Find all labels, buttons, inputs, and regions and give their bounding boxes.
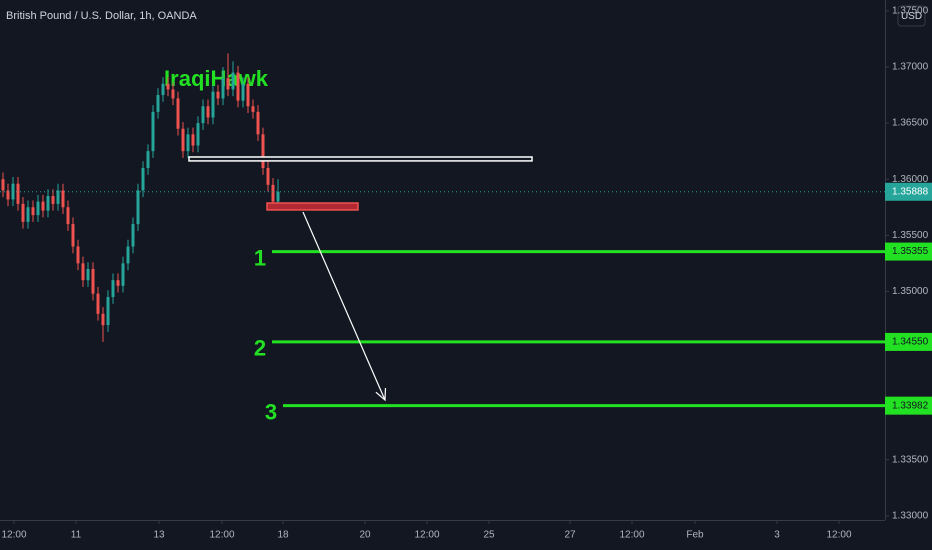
x-tick-label: 12:00 [619,530,644,541]
x-tick-label: 27 [564,530,576,541]
target-price-box [885,242,932,261]
candle-body [131,224,135,247]
x-tick-label: 12:00 [1,530,26,541]
y-tick-label: 1.37500 [892,6,929,17]
x-tick-label: 12:00 [414,530,439,541]
candle-body [41,201,45,211]
chart-title: British Pound / U.S. Dollar, 1h, OANDA [6,10,197,22]
y-tick-label: 1.36000 [892,174,929,185]
candle-body [51,196,55,204]
candle-body [226,78,230,90]
x-tick-label: Feb [686,530,704,541]
candle-body [86,268,90,281]
x-tick-label: 12:00 [826,530,851,541]
x-tick-label: 12:00 [209,530,234,541]
y-tick-label: 1.36500 [892,118,929,129]
x-tick-label: 3 [774,530,780,541]
candle-body [221,78,225,99]
y-tick-label: 1.35000 [892,286,929,297]
candle-body [66,207,70,225]
x-tick-label: 13 [153,530,165,541]
candle-body [231,72,235,90]
candle-body [176,98,180,129]
candle-body [236,72,240,101]
candle-body [181,128,185,152]
candle-body [26,207,30,222]
candle-body [46,196,50,211]
target-price-label: 1.33982 [892,400,929,411]
candle-body [61,190,65,208]
target-number: 3 [265,399,277,424]
candle-body [146,151,150,168]
candle-body [186,134,190,152]
candle-body [241,83,245,101]
target-price-label: 1.34550 [892,337,929,348]
candle-body [36,201,40,216]
candle-body [126,246,130,264]
last-price-box [885,182,932,201]
candle-body [171,89,175,99]
candle-body [71,224,75,247]
candle-body [136,190,140,225]
candle-body [56,190,60,204]
candle-body [261,134,265,168]
y-tick-label: 1.35500 [892,230,929,241]
y-tick-label: 1.33500 [892,454,929,465]
candle-body [111,280,115,298]
candle-body [251,106,255,112]
zone [188,156,533,162]
last-price-label: 1.35888 [892,186,929,197]
candle-body [151,111,155,152]
candle-body [21,203,25,222]
currency-box[interactable] [897,5,926,27]
currency[interactable]: USD [901,11,922,22]
x-tick-label: 25 [483,530,495,541]
candle-body [106,297,110,326]
candle-body [31,207,35,216]
candle-body [101,313,105,326]
candle-body [201,106,205,124]
watermark: IraqiHawk [164,66,269,91]
candle-body [271,184,275,202]
candle-body [91,268,95,294]
candle-body [156,95,160,112]
arrow-shaft [302,211,386,401]
candle-body [216,91,220,99]
x-tick-label: 20 [359,530,371,541]
candle-body [96,293,100,314]
target-number: 1 [254,245,266,270]
zone [266,202,359,211]
target-price-box [885,396,932,415]
candle-body [191,134,195,146]
candle-body [16,183,20,204]
candle-body [6,190,10,200]
target-price-box [885,332,932,351]
x-tick-label: 11 [71,530,82,541]
y-tick-label: 1.37000 [892,62,929,73]
candle-body [266,167,270,185]
candle-body [76,246,80,264]
candle-body [116,280,120,286]
candle-body [141,167,145,191]
x-tick-label: 18 [277,530,289,541]
candle-body [166,83,170,90]
candle-body [211,91,215,118]
candle-body [1,179,5,191]
candle-body [276,191,280,202]
candle-body [206,106,210,118]
y-tick-label: 1.33000 [892,510,929,521]
candle-body [246,83,250,107]
candle-body [256,111,260,135]
target-number: 2 [254,336,266,361]
candle-body [121,263,125,286]
candle-body [81,263,85,281]
candle-body [196,123,200,146]
candle-body [161,83,165,96]
arrow-head [375,388,387,402]
target-price-label: 1.35355 [892,246,929,257]
